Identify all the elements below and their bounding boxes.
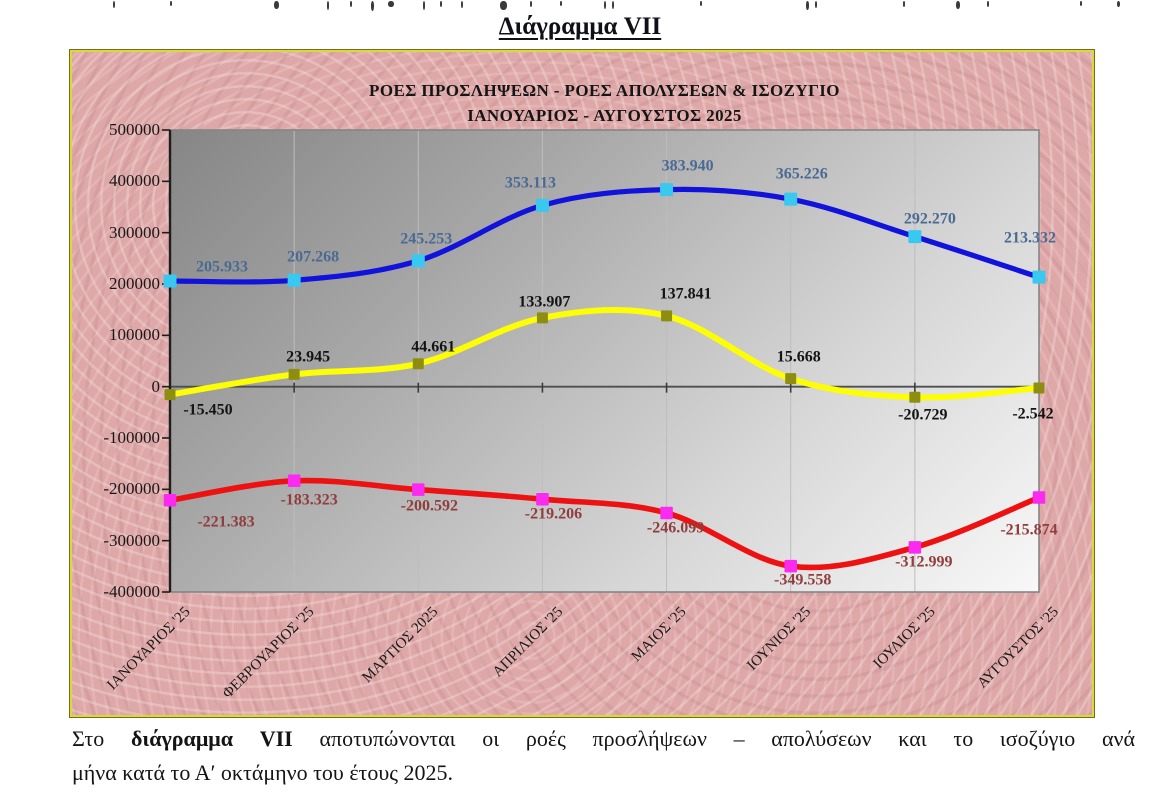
y-axis-tick-label: -300000 (103, 530, 160, 550)
data-point-marker (1033, 382, 1045, 394)
data-point-marker (908, 541, 922, 554)
text-remnant-mark (604, 1, 606, 9)
data-label: 137.841 (659, 285, 712, 303)
data-label: -215.874 (1000, 521, 1058, 539)
data-label: 383.940 (661, 157, 714, 175)
text-remnant-mark (327, 1, 329, 10)
data-label: 205.933 (196, 258, 248, 276)
text-remnant-mark (371, 1, 374, 11)
text-remnant-mark (113, 1, 115, 8)
data-point-marker (287, 273, 301, 287)
data-label: -246.099 (646, 519, 705, 537)
data-point-marker (536, 492, 549, 506)
y-axis-tick-label: 200000 (109, 274, 160, 293)
data-label: 15.668 (776, 348, 821, 366)
data-point-marker (535, 198, 549, 212)
data-point-marker (909, 391, 921, 403)
y-axis-tick-label: -400000 (103, 582, 160, 601)
text-remnant-mark (423, 1, 425, 10)
data-point-marker (411, 254, 425, 268)
clipped-text-line (0, 0, 1161, 13)
text-remnant-mark (956, 1, 960, 9)
y-axis-tick-label: 100000 (109, 325, 160, 345)
text-remnant-mark (440, 1, 442, 7)
data-label: -2.542 (1012, 405, 1054, 423)
page-title: Διάγραμμα VII (498, 13, 662, 40)
chart-container: ΡΟΕΣ ΠΡΟΣΛΗΨΕΩΝ - ΡΟΕΣ ΑΠΟΛΥΣΕΩΝ & ΙΣΟΖΥ… (70, 50, 1094, 717)
y-axis-tick-label: 400000 (109, 171, 160, 191)
data-label: 245.253 (400, 230, 453, 248)
text-remnant-mark (815, 1, 817, 8)
text-remnant-mark (1117, 1, 1120, 7)
data-label: -20.729 (898, 406, 948, 424)
caption-text: Στο (72, 726, 131, 751)
text-remnant-mark (987, 1, 989, 7)
chart-title-line-2: ΙΑΝΟΥΑΡΙΟΣ - ΑΥΓΟΥΣΤΟΣ 2025 (467, 106, 742, 125)
y-axis-tick-label: 500000 (109, 120, 160, 139)
series-line-2 (167, 477, 1042, 571)
data-point-marker (287, 474, 301, 488)
data-point-marker (660, 506, 673, 520)
text-remnant-mark (170, 1, 172, 6)
chart-title: ΡΟΕΣ ΠΡΟΣΛΗΨΕΩΝ - ΡΟΕΣ ΑΠΟΛΥΣΕΩΝ & ΙΣΟΖΥ… (170, 78, 1039, 128)
text-remnant-mark (500, 1, 507, 10)
data-point-marker (784, 559, 797, 573)
caption-bold-text: διάγραμμα VII (130, 726, 293, 751)
text-remnant-mark (612, 1, 614, 9)
caption-line-1: Στο διάγραμμα VII αποτυπώνονται οι ροές … (72, 722, 1135, 756)
data-label: 213.332 (1004, 229, 1056, 247)
y-axis-tick-label: 0 (151, 376, 161, 396)
data-label: 207.268 (287, 248, 340, 266)
text-remnant-mark (461, 1, 463, 8)
caption-paragraph: Στο διάγραμμα VII αποτυπώνονται οι ροές … (72, 722, 1135, 790)
y-axis-tick-label: -100000 (103, 428, 160, 447)
data-point-marker (908, 230, 922, 244)
data-point-marker (660, 183, 674, 197)
data-label: -15.450 (183, 401, 233, 419)
caption-text: αποτυπώνονται οι ροές προσλήψεων – απολύ… (292, 726, 1136, 751)
data-point-marker (163, 274, 177, 288)
chart-canvas (162, 129, 1046, 593)
data-label: 292.270 (903, 210, 956, 228)
data-label: -221.383 (197, 513, 255, 531)
data-label: 133.907 (518, 293, 571, 311)
text-remnant-mark (388, 1, 394, 7)
data-label: -200.592 (400, 497, 458, 515)
data-point-marker (785, 373, 797, 385)
data-point-marker (412, 358, 424, 370)
data-label: -219.206 (524, 505, 583, 523)
data-point-marker (288, 368, 300, 380)
data-point-marker (164, 389, 176, 401)
chart-title-line-1: ΡΟΕΣ ΠΡΟΣΛΗΨΕΩΝ - ΡΟΕΣ ΑΠΟΛΥΣΕΩΝ & ΙΣΟΖΥ… (369, 81, 840, 100)
data-label: 44.661 (411, 338, 456, 356)
data-point-marker (1032, 491, 1046, 504)
text-remnant-mark (350, 1, 352, 7)
series-line-0 (167, 186, 1042, 285)
data-label: 353.113 (504, 174, 556, 192)
data-label: -183.323 (280, 491, 338, 509)
text-remnant-mark (806, 1, 809, 10)
text-remnant-mark (903, 1, 905, 7)
data-label: 23.945 (286, 348, 331, 366)
y-axis-tick-label: -200000 (103, 479, 160, 499)
text-remnant-mark (530, 1, 532, 7)
data-label: 365.226 (775, 165, 828, 183)
data-point-marker (163, 494, 177, 507)
data-point-marker (412, 483, 425, 496)
data-point-marker (661, 310, 673, 322)
data-point-marker (1032, 270, 1046, 284)
caption-line-2: μήνα κατά το Α′ οκτάμηνο του έτους 2025. (72, 760, 454, 785)
series-line-1 (167, 306, 1042, 401)
data-point-marker (784, 192, 798, 206)
data-point-marker (536, 312, 548, 324)
text-remnant-mark (1080, 1, 1082, 6)
y-axis-tick-label: 300000 (109, 222, 160, 242)
text-remnant-mark (274, 1, 279, 9)
chart-plot-area (170, 130, 1039, 592)
text-remnant-mark (700, 1, 702, 6)
text-remnant-mark (560, 1, 562, 6)
data-label: -349.558 (774, 571, 832, 589)
data-label: -312.999 (895, 553, 953, 571)
